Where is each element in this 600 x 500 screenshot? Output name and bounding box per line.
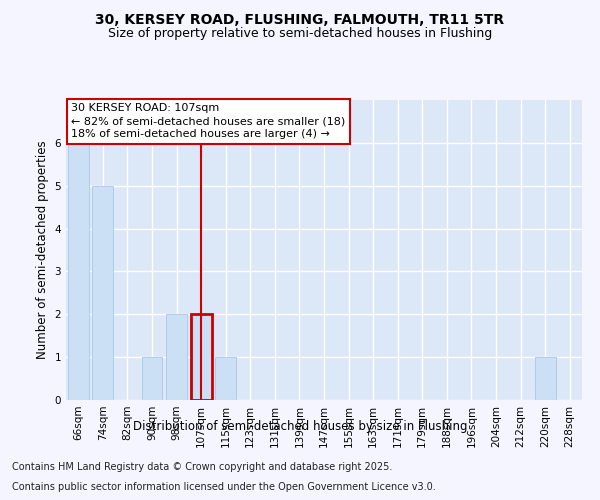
Text: Size of property relative to semi-detached houses in Flushing: Size of property relative to semi-detach… (108, 28, 492, 40)
Bar (535, 357, 556, 400)
Text: Distribution of semi-detached houses by size in Flushing: Distribution of semi-detached houses by … (133, 420, 467, 433)
Text: Contains HM Land Registry data © Crown copyright and database right 2025.: Contains HM Land Registry data © Crown c… (12, 462, 392, 472)
Bar (215, 357, 236, 400)
Bar (92, 186, 113, 400)
Bar (68, 143, 89, 400)
Text: Contains public sector information licensed under the Open Government Licence v3: Contains public sector information licen… (12, 482, 436, 492)
Y-axis label: Number of semi-detached properties: Number of semi-detached properties (36, 140, 49, 360)
Text: 30, KERSEY ROAD, FLUSHING, FALMOUTH, TR11 5TR: 30, KERSEY ROAD, FLUSHING, FALMOUTH, TR1… (95, 12, 505, 26)
Text: 30 KERSEY ROAD: 107sqm
← 82% of semi-detached houses are smaller (18)
18% of sem: 30 KERSEY ROAD: 107sqm ← 82% of semi-det… (71, 103, 346, 140)
Bar (191, 314, 212, 400)
Bar (166, 314, 187, 400)
Bar (142, 357, 163, 400)
